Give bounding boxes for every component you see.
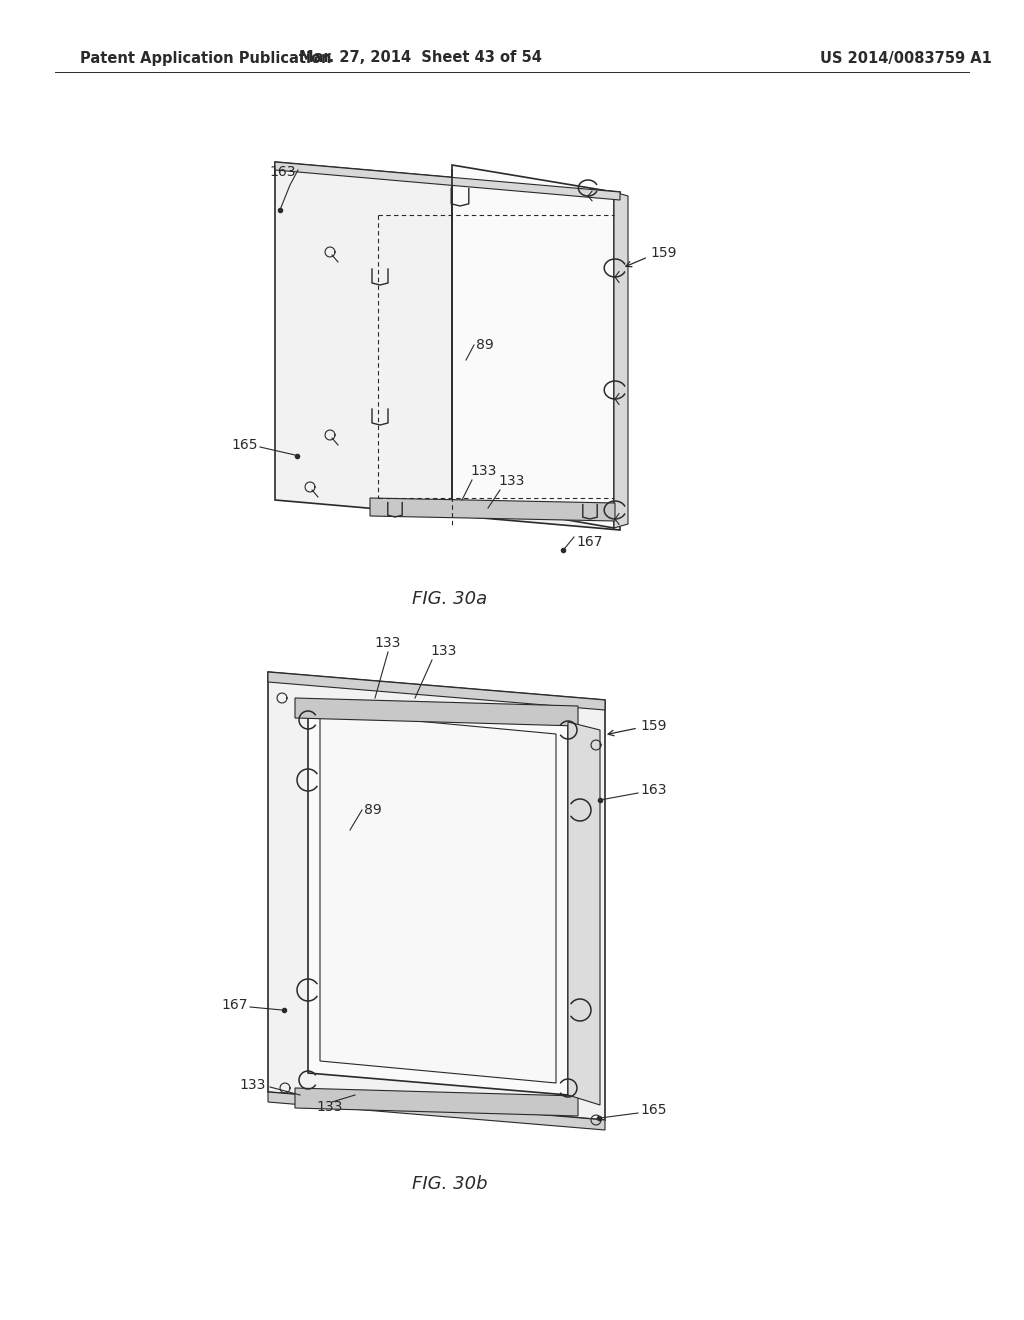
Polygon shape [308,700,568,1096]
Text: 165: 165 [640,1104,667,1117]
Text: 133: 133 [316,1100,343,1114]
Text: 159: 159 [640,719,667,733]
Text: 167: 167 [575,535,602,549]
Text: 163: 163 [269,165,296,180]
Text: 133: 133 [470,465,497,478]
Text: 167: 167 [221,998,248,1012]
Polygon shape [319,711,556,1082]
Text: 163: 163 [640,783,667,797]
Text: 133: 133 [430,644,457,657]
Text: 89: 89 [476,338,494,352]
Polygon shape [370,498,615,521]
Polygon shape [452,165,614,528]
Polygon shape [275,162,620,201]
Polygon shape [268,672,605,710]
Text: 165: 165 [231,438,258,451]
Polygon shape [568,722,600,1105]
Text: 133: 133 [498,474,524,488]
Polygon shape [614,191,628,528]
Text: 133: 133 [240,1078,266,1092]
Text: Patent Application Publication: Patent Application Publication [80,50,332,66]
Text: US 2014/0083759 A1: US 2014/0083759 A1 [820,50,992,66]
Text: 133: 133 [375,636,401,649]
Text: Mar. 27, 2014  Sheet 43 of 54: Mar. 27, 2014 Sheet 43 of 54 [299,50,542,66]
Text: 159: 159 [650,246,677,260]
Polygon shape [295,698,578,726]
Polygon shape [268,672,605,1119]
Text: 89: 89 [364,803,382,817]
Polygon shape [295,1088,578,1115]
Text: FIG. 30a: FIG. 30a [413,590,487,609]
Polygon shape [268,1092,605,1130]
Polygon shape [275,162,620,531]
Text: FIG. 30b: FIG. 30b [413,1175,487,1193]
